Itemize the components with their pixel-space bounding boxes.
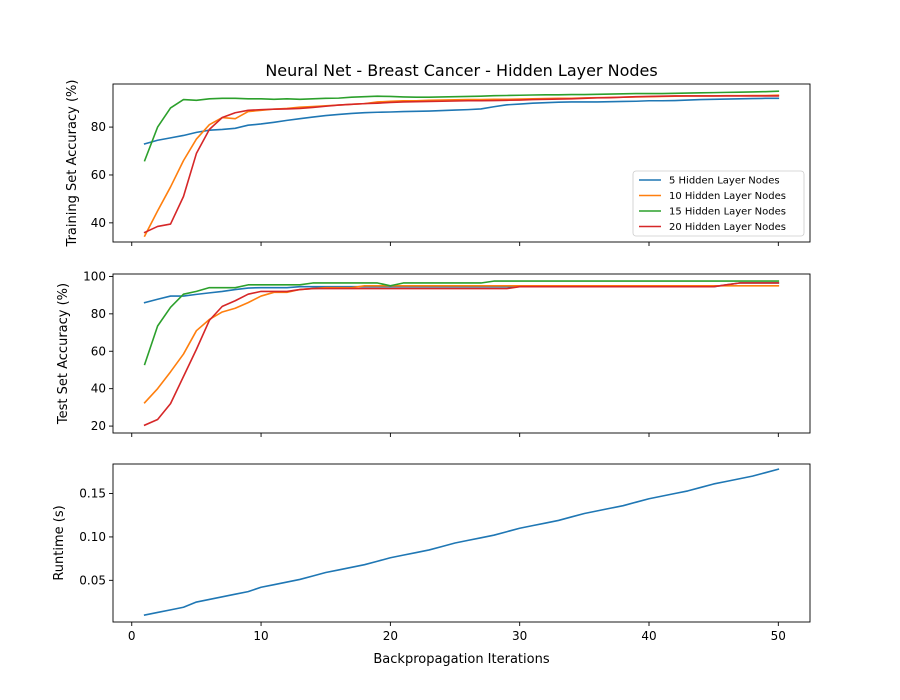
y-tick-label: 20 <box>91 419 106 433</box>
y-axis-label: Test Set Accuracy (%) <box>56 283 71 425</box>
axes-frame <box>112 83 811 243</box>
y-tick-label: 80 <box>91 120 106 134</box>
series-line-4 <box>143 282 780 427</box>
series-line-1 <box>143 468 780 616</box>
series-line-3 <box>143 90 780 162</box>
legend-label: 15 Hidden Layer Nodes <box>669 207 786 218</box>
y-tick-label: 40 <box>91 216 106 230</box>
x-tick-label: 20 <box>383 629 398 643</box>
x-tick-label: 10 <box>253 629 268 643</box>
axes-frame <box>112 273 811 434</box>
legend-label: 20 Hidden Layer Nodes <box>669 222 786 233</box>
y-tick-label: 0.15 <box>79 487 106 501</box>
legend-label: 10 Hidden Layer Nodes <box>669 191 786 202</box>
y-tick-label: 40 <box>91 382 106 396</box>
legend-box <box>632 170 805 237</box>
y-tick-label: 0.10 <box>79 530 106 544</box>
chart-title: Neural Net - Breast Cancer - Hidden Laye… <box>265 61 657 80</box>
panel-2: 20 40 60 80 100 Test Set Accuracy (%) <box>56 269 811 437</box>
y-tick-label: 0.05 <box>79 573 106 587</box>
axes-frame <box>112 463 811 623</box>
panel-3: 0 10 20 30 40 50 0.05 0.10 0.15 Runtime (s) <box>52 463 811 643</box>
y-tick-label: 100 <box>83 269 106 283</box>
series-line-3 <box>143 280 780 366</box>
y-axis-label: Runtime (s) <box>52 505 67 580</box>
x-tick-label: 30 <box>512 629 527 643</box>
y-tick-label: 80 <box>91 307 106 321</box>
series-line-2 <box>143 284 780 404</box>
y-axis-label: Training Set Accuracy (%) <box>65 80 80 248</box>
x-tick-label: 50 <box>771 629 786 643</box>
x-tick-label: 40 <box>641 629 656 643</box>
y-tick-label: 60 <box>91 344 106 358</box>
series-line-1 <box>143 97 780 145</box>
y-tick-label: 60 <box>91 168 106 182</box>
panel-1: 40 60 80 Training Set Accuracy (%) 5 Hidden … <box>65 80 811 248</box>
x-tick-label: 0 <box>128 629 136 643</box>
legend: 5 Hidden Layer Nodes 10 Hidden Layer Node… <box>632 170 805 237</box>
series-line-4 <box>143 95 780 234</box>
x-axis-label: Backpropagation Iterations <box>373 652 549 667</box>
legend-label: 5 Hidden Layer Nodes <box>669 176 780 187</box>
